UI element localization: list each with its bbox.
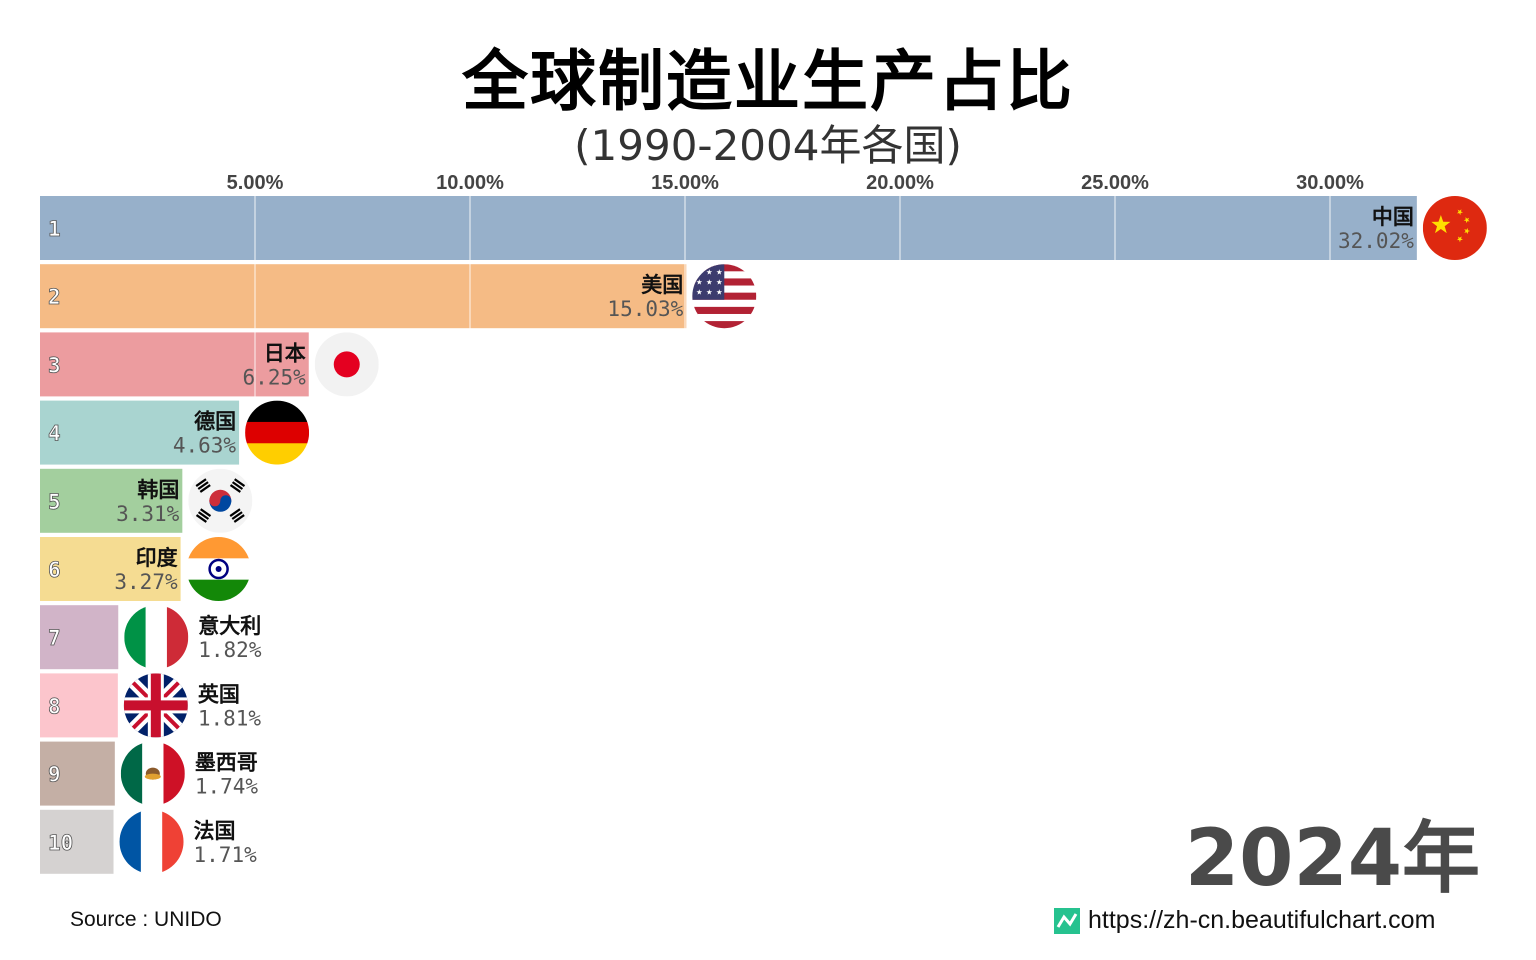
bars-layer — [40, 196, 1417, 874]
country-label: 日本 — [264, 341, 306, 365]
rank-label: 3 — [48, 353, 61, 377]
bar-1 — [40, 196, 1417, 260]
country-label: 意大利 — [198, 614, 261, 638]
value-label: 1.81% — [198, 706, 262, 730]
website-link[interactable]: https://zh-cn.beautifulchart.com — [1054, 906, 1435, 935]
country-label: 韩国 — [137, 478, 179, 502]
country-label: 德国 — [194, 410, 236, 434]
value-label: 1.74% — [195, 775, 259, 799]
country-label: 英国 — [198, 682, 240, 706]
bar-3 — [40, 332, 309, 397]
value-label: 4.63% — [173, 434, 237, 458]
country-label: 美国 — [641, 273, 683, 297]
country-label: 墨西哥 — [195, 751, 258, 775]
chart-title: 全球制造业生产占比 — [462, 43, 1074, 120]
source-note: Source : UNIDO — [70, 908, 222, 931]
value-label: 6.25% — [243, 365, 307, 389]
bar-6 — [40, 537, 181, 601]
rank-label: 2 — [48, 285, 61, 309]
rank-label: 4 — [48, 422, 61, 446]
rank-label: 1 — [48, 217, 61, 241]
country-label: 中国 — [1372, 205, 1414, 229]
bar-9 — [40, 741, 115, 806]
usa-flag-icon — [692, 264, 757, 329]
rank-label: 8 — [48, 694, 61, 718]
gridlines: 5.00% 10.00% 15.00% 20.00% 25.00% 30.00% — [227, 172, 1364, 878]
x-tick-label: 20.00% — [866, 172, 934, 194]
chart-subtitle: (1990-2004年各国) — [574, 121, 962, 170]
rank-label: 10 — [48, 831, 73, 855]
value-label: 32.02% — [1338, 229, 1414, 253]
bar-10 — [40, 809, 114, 874]
rank-label: 7 — [48, 626, 61, 650]
india-flag-icon — [186, 537, 251, 601]
x-tick-label: 15.00% — [651, 172, 719, 194]
value-label: 1.71% — [194, 843, 258, 867]
x-tick-label: 30.00% — [1296, 172, 1364, 194]
bar-4 — [40, 400, 240, 465]
bar-8 — [40, 673, 118, 738]
chart-logo-icon — [1054, 907, 1080, 934]
mexico-flag-icon — [120, 741, 185, 806]
value-label: 15.03% — [607, 297, 683, 321]
germany-flag-icon — [245, 400, 310, 465]
website-url[interactable]: https://zh-cn.beautifulchart.com — [1088, 906, 1436, 934]
year-label: 2024年 — [1184, 814, 1480, 904]
korea-flag-icon — [188, 468, 253, 533]
value-label: 1.82% — [198, 638, 262, 662]
country-label: 法国 — [194, 819, 236, 843]
rank-label: 6 — [48, 558, 61, 582]
x-tick-label: 25.00% — [1081, 172, 1149, 194]
japan-flag-icon — [314, 332, 379, 397]
bar-7 — [40, 605, 119, 670]
rank-label: 5 — [48, 490, 61, 514]
value-label: 3.31% — [116, 502, 180, 526]
france-flag-icon — [119, 809, 184, 874]
x-tick-label: 5.00% — [227, 172, 284, 194]
italy-flag-icon — [124, 605, 189, 670]
country-label: 印度 — [136, 546, 178, 570]
x-tick-label: 10.00% — [436, 172, 504, 194]
value-label: 3.27% — [114, 570, 178, 594]
bar-5 — [40, 468, 183, 533]
china-flag-icon — [1422, 196, 1487, 260]
bar-2 — [40, 264, 687, 329]
rank-label: 9 — [48, 763, 61, 787]
uk-flag-icon — [123, 673, 188, 738]
